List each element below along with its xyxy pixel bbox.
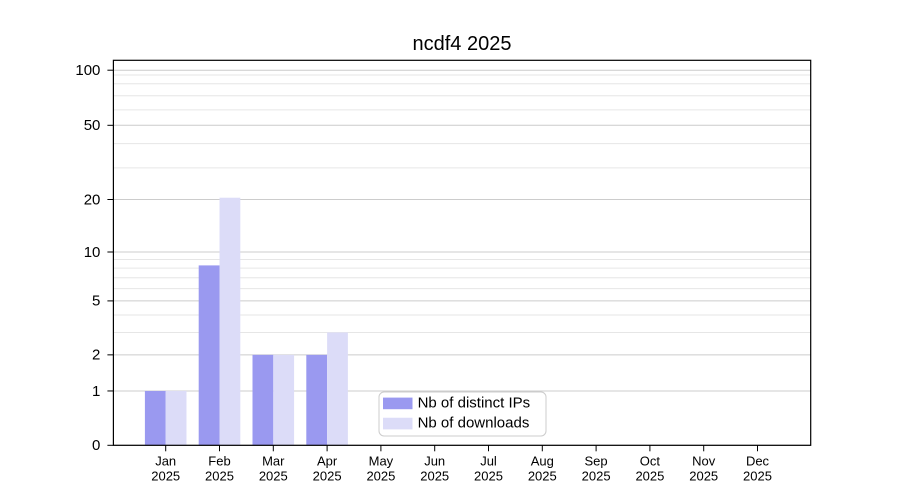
svg-text:Jan: Jan (155, 453, 176, 468)
svg-text:0: 0 (92, 437, 100, 454)
svg-text:100: 100 (75, 62, 100, 79)
svg-text:Nb of distinct IPs: Nb of distinct IPs (418, 394, 531, 411)
svg-text:Dec: Dec (746, 453, 770, 468)
svg-text:2025: 2025 (582, 468, 611, 483)
svg-text:2025: 2025 (420, 468, 449, 483)
svg-text:May: May (369, 453, 394, 468)
svg-text:Jul: Jul (480, 453, 497, 468)
svg-text:2025: 2025 (313, 468, 342, 483)
svg-text:2025: 2025 (259, 468, 288, 483)
svg-text:Mar: Mar (262, 453, 285, 468)
svg-text:2025: 2025 (474, 468, 503, 483)
svg-text:50: 50 (84, 117, 101, 134)
svg-text:2025: 2025 (689, 468, 718, 483)
svg-text:1: 1 (92, 383, 100, 400)
svg-text:Aug: Aug (531, 453, 554, 468)
svg-text:2025: 2025 (366, 468, 395, 483)
svg-text:Nb of downloads: Nb of downloads (418, 415, 530, 432)
svg-text:Apr: Apr (317, 453, 338, 468)
svg-text:10: 10 (84, 244, 101, 261)
svg-text:Jun: Jun (424, 453, 445, 468)
svg-text:2025: 2025 (205, 468, 234, 483)
svg-text:20: 20 (84, 191, 101, 208)
svg-text:Oct: Oct (640, 453, 661, 468)
svg-text:2025: 2025 (528, 468, 557, 483)
svg-text:2: 2 (92, 347, 100, 364)
svg-text:Feb: Feb (208, 453, 230, 468)
svg-text:Sep: Sep (585, 453, 608, 468)
svg-text:Nov: Nov (692, 453, 716, 468)
svg-text:2025: 2025 (743, 468, 772, 483)
svg-text:2025: 2025 (151, 468, 180, 483)
svg-text:5: 5 (92, 293, 100, 310)
svg-text:2025: 2025 (635, 468, 664, 483)
